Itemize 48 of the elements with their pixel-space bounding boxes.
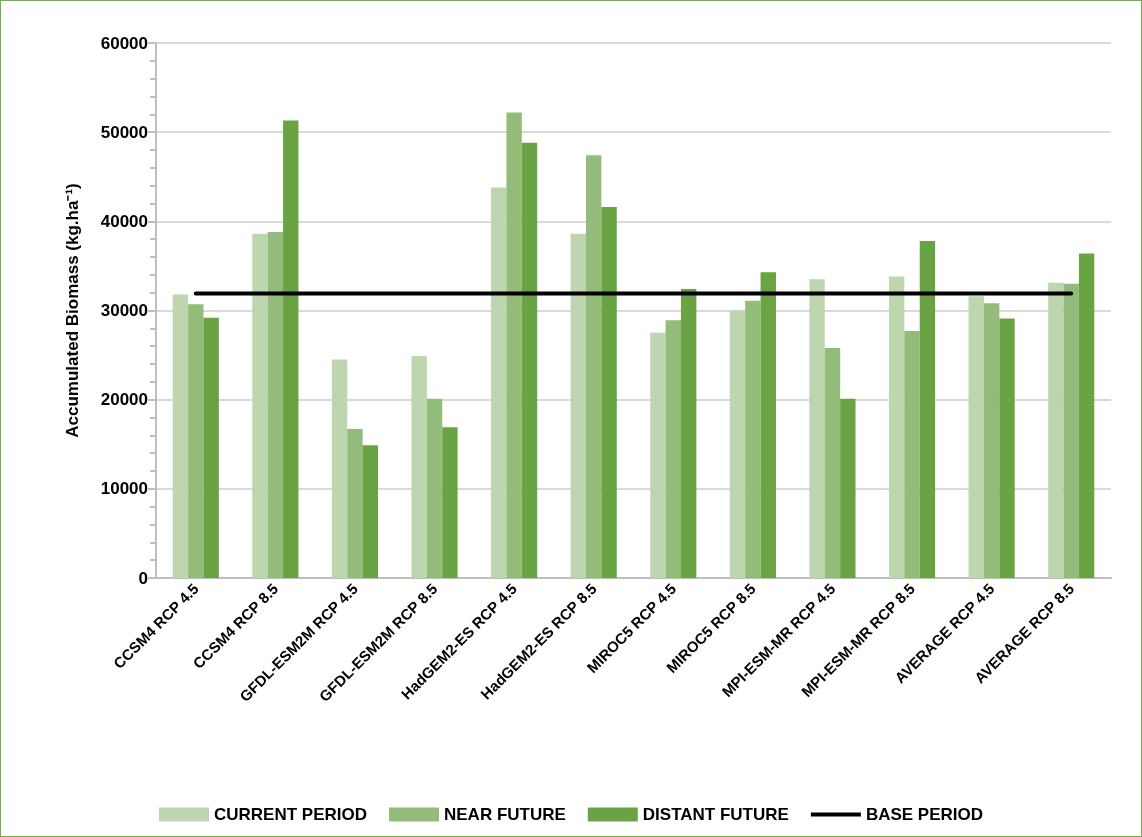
bar xyxy=(729,310,746,578)
bar xyxy=(824,347,841,578)
y-tick-label: 30000 xyxy=(100,301,148,320)
y-tick-label: 60000 xyxy=(100,33,148,53)
legend-label: CURRENT PERIOD xyxy=(213,805,367,824)
bar xyxy=(267,232,284,578)
bar xyxy=(252,233,268,578)
bar xyxy=(650,332,666,578)
bar xyxy=(968,296,984,578)
legend-label: NEAR FUTURE xyxy=(443,805,566,824)
bar xyxy=(347,429,363,578)
bar xyxy=(331,359,348,578)
bar xyxy=(919,240,936,578)
legend-label: DISTANT FUTURE xyxy=(642,805,789,824)
bar xyxy=(188,304,204,578)
bar xyxy=(362,445,379,578)
bar xyxy=(506,112,522,578)
bar xyxy=(601,207,617,578)
bar xyxy=(983,303,1000,578)
bar xyxy=(1078,253,1095,578)
bar xyxy=(426,398,443,578)
bar xyxy=(283,120,299,578)
bar xyxy=(904,331,920,578)
bar xyxy=(840,398,856,578)
bar xyxy=(172,294,189,578)
y-tick-label: 40000 xyxy=(100,211,148,231)
y-tick-label: 20000 xyxy=(100,390,148,410)
bar xyxy=(1063,283,1079,578)
bar xyxy=(411,355,427,578)
y-axis-title: Accumulated Biomass (kg.ha⁻¹) xyxy=(63,183,82,438)
bar xyxy=(999,318,1015,578)
bar xyxy=(521,142,538,578)
legend-label: BASE PERIOD xyxy=(865,805,984,824)
bar xyxy=(491,187,507,578)
bar xyxy=(442,427,458,578)
bar xyxy=(570,233,587,578)
y-tick-label: 10000 xyxy=(100,479,148,499)
bar xyxy=(203,317,219,578)
bar xyxy=(760,272,776,578)
bar xyxy=(586,155,602,578)
y-tick-label: 0 xyxy=(138,568,148,588)
bar xyxy=(888,276,905,578)
bar xyxy=(680,289,697,578)
bar xyxy=(745,300,761,578)
bar xyxy=(665,320,681,578)
y-tick-label: 50000 xyxy=(100,122,148,142)
bar xyxy=(809,279,825,578)
bar xyxy=(1048,282,1064,578)
